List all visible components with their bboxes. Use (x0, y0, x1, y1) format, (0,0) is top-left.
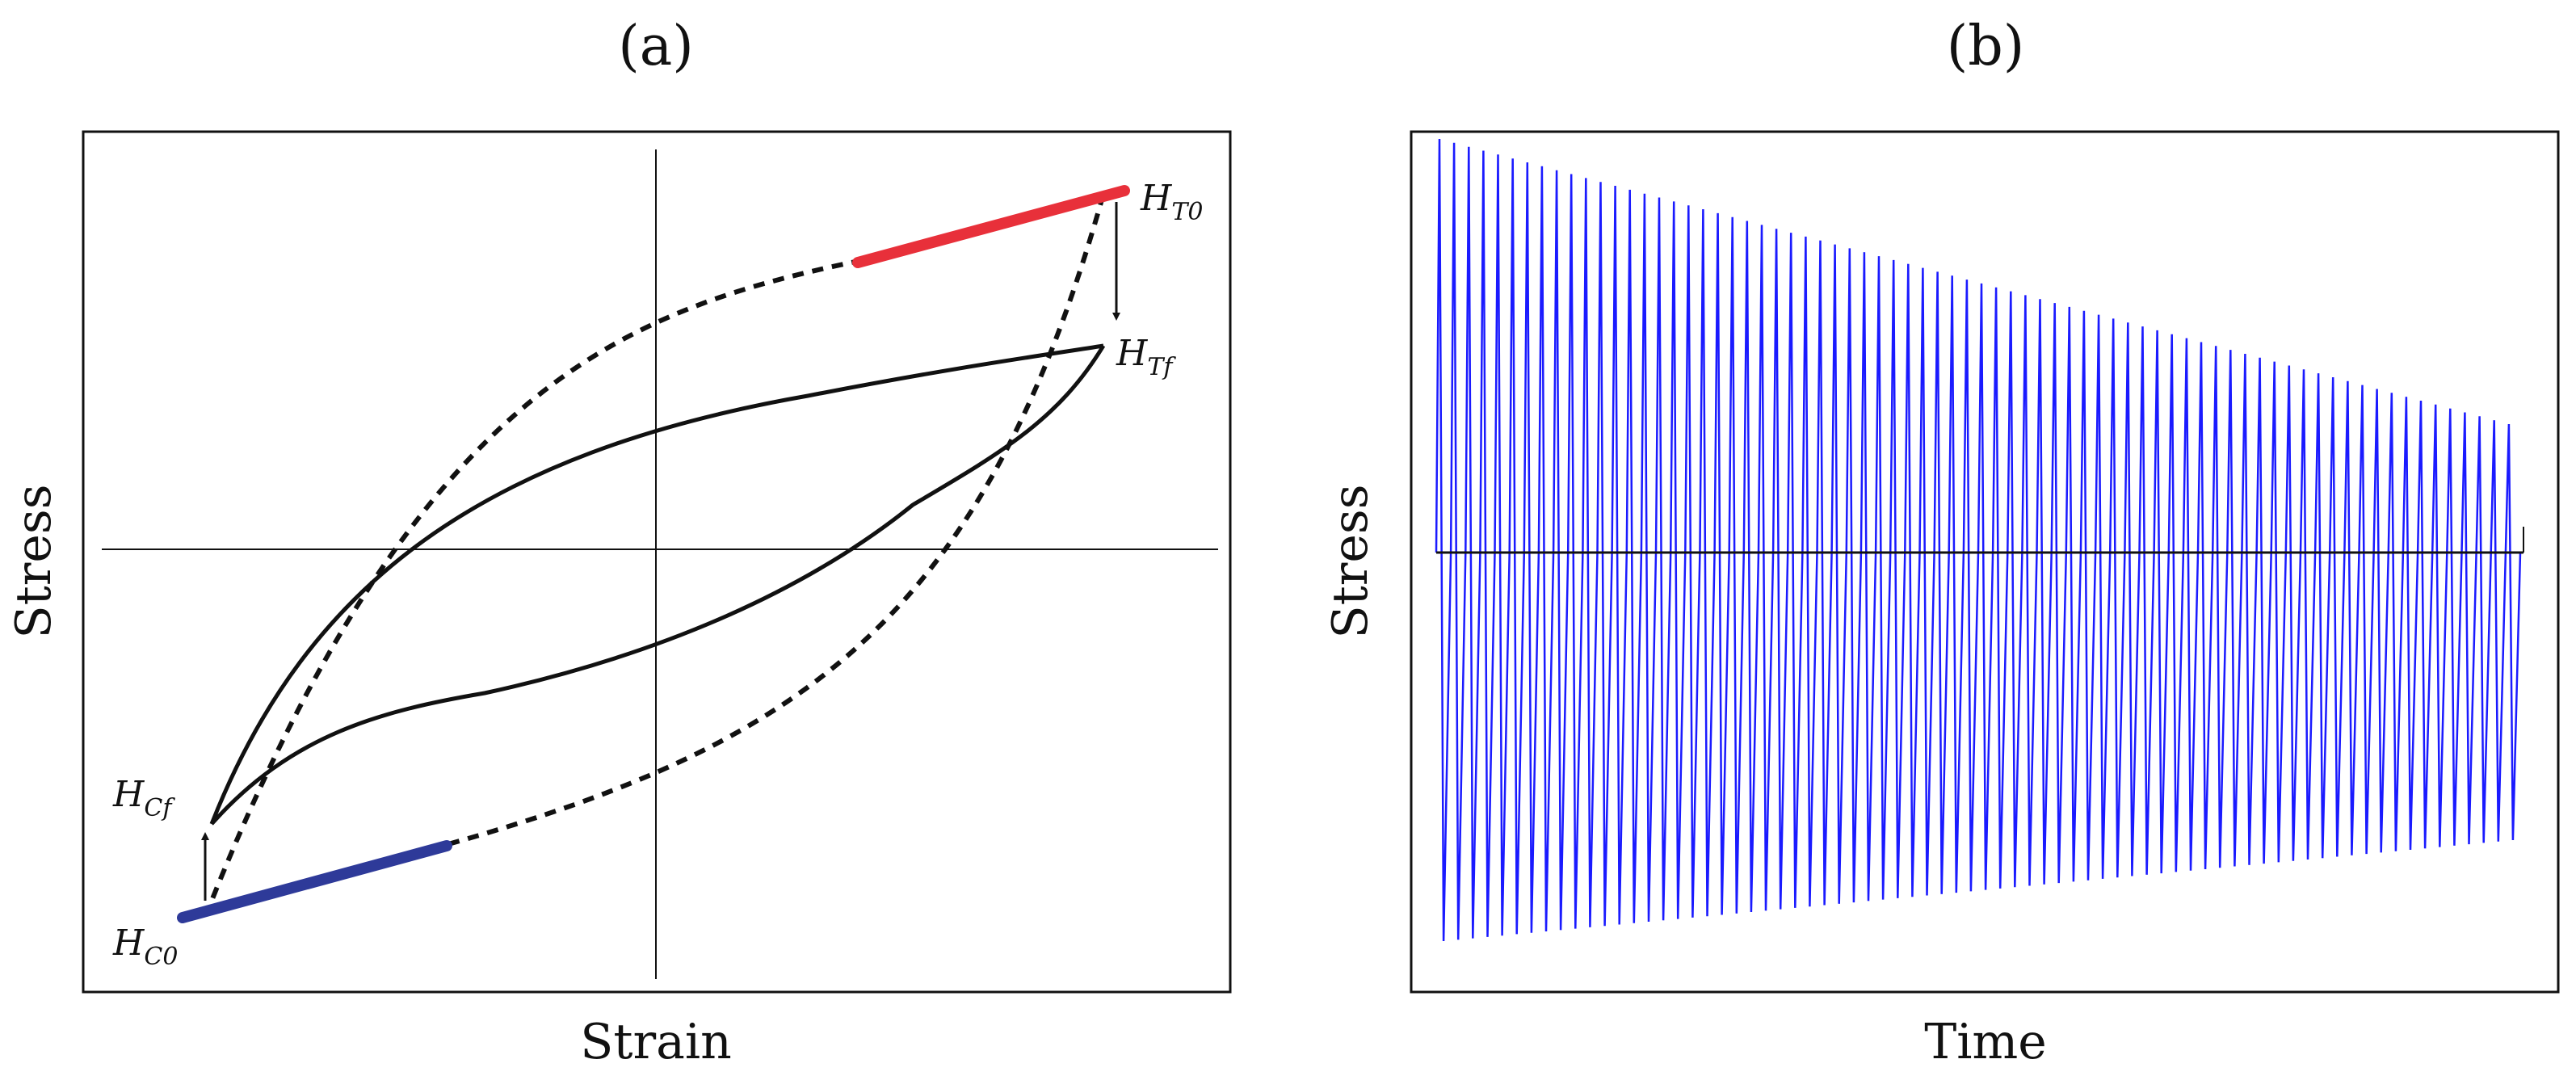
compression-hardening-segment (177, 840, 452, 923)
label-ht0: HT0 (1140, 178, 1203, 226)
panel-b-xlabel: Time (1924, 1014, 2047, 1070)
initial-loop-lower-branch (448, 193, 1106, 847)
panel-b-label: (b) (1947, 15, 2025, 78)
panel-b: (b) Time Stress (1322, 15, 2560, 1070)
final-loop-lower-branch (210, 344, 1106, 826)
label-hc0: HC0 (112, 923, 178, 971)
label-hcf: HCf (112, 774, 175, 822)
label-htf: HTf (1116, 333, 1176, 381)
panel-a: (a) HT0 HTf HCf HC0 Strain Str (6, 15, 1232, 1070)
stress-signal-line (1435, 138, 2522, 942)
final-loop-upper-branch (209, 343, 1104, 825)
panel-a-frame (82, 130, 1232, 994)
initial-loop-upper-branch (208, 258, 864, 906)
panel-b-frame (1410, 130, 2560, 994)
panel-a-xlabel: Strain (580, 1014, 732, 1070)
panel-b-ylabel: Stress (1322, 485, 1379, 639)
panel-a-ylabel: Stress (6, 485, 62, 639)
panel-a-label: (a) (618, 15, 694, 78)
tension-hardening-segment (852, 185, 1130, 268)
